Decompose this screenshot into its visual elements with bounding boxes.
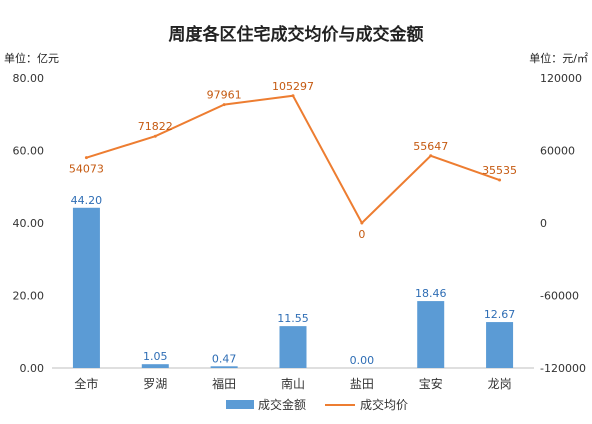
- line-data-label: 97961: [207, 89, 242, 102]
- line-point: [429, 154, 433, 158]
- right-tick-label: 120000: [540, 72, 582, 85]
- line-data-label: 105297: [272, 80, 314, 93]
- line-point: [222, 103, 226, 107]
- bar-data-label: 44.20: [71, 194, 103, 207]
- right-tick-label: 0: [540, 217, 547, 230]
- bar-宝安: [417, 301, 445, 368]
- left-tick-label: 80.00: [13, 72, 45, 85]
- category-label: 罗湖: [143, 376, 167, 391]
- bar-data-label: 12.67: [484, 308, 516, 321]
- bar-data-label: 11.55: [277, 312, 309, 325]
- legend-label-bar: 成交金额: [258, 397, 306, 412]
- category-label: 福田: [212, 376, 236, 391]
- bar-全市: [72, 207, 100, 368]
- right-axis-unit: 单位：元/㎡: [529, 51, 588, 65]
- line-data-label: 55647: [413, 140, 448, 153]
- legend-swatch-bar: [226, 400, 254, 409]
- category-label: 宝安: [419, 376, 443, 391]
- bar-福田: [210, 366, 238, 368]
- legend: 成交金额 成交均价: [226, 397, 408, 412]
- left-tick-label: 20.00: [13, 290, 45, 303]
- bar-data-label: 0.47: [212, 352, 237, 365]
- bar-data-label: 18.46: [415, 287, 447, 300]
- right-tick-label: -120000: [540, 362, 586, 375]
- line-data-label: 0: [358, 228, 365, 241]
- bar-data-label: 1.05: [143, 350, 168, 363]
- line-point: [498, 178, 502, 182]
- category-label: 龙岗: [488, 377, 512, 391]
- bars-layer: 44.20 1.05 0.47 11.55 0.00 18.46 12.67: [71, 194, 516, 368]
- line-layer: 54073 71822 97961 105297 0 55647 35535: [69, 80, 517, 241]
- line-point: [153, 134, 157, 138]
- left-axis-unit: 单位：亿元: [4, 51, 59, 65]
- bar-龙岗: [486, 322, 514, 368]
- left-tick-label: 60.00: [13, 145, 45, 158]
- category-label: 全市: [74, 376, 98, 391]
- price-line: [86, 94, 500, 225]
- category-label: 南山: [281, 376, 305, 391]
- line-point: [84, 156, 88, 160]
- bar-南山: [279, 326, 307, 368]
- left-tick-label: 0.00: [20, 362, 45, 375]
- axes-layer: 0.00 20.00 40.00 60.00 80.00 -120000 -60000 0 60…: [13, 72, 586, 391]
- line-data-label: 35535: [482, 164, 517, 177]
- category-label: 盐田: [350, 377, 374, 391]
- bar-data-label: 0.00: [350, 354, 375, 367]
- line-data-label: 54073: [69, 163, 104, 176]
- chart-title: 周度各区住宅成交均价与成交金额: [169, 24, 424, 45]
- right-tick-label: 60000: [540, 145, 575, 158]
- left-tick-label: 40.00: [13, 217, 45, 230]
- line-data-label: 71822: [138, 120, 173, 133]
- legend-label-line: 成交均价: [360, 397, 408, 412]
- line-point: [291, 94, 295, 98]
- right-tick-label: -60000: [540, 290, 579, 303]
- line-point: [360, 221, 364, 225]
- bar-罗湖: [141, 364, 169, 368]
